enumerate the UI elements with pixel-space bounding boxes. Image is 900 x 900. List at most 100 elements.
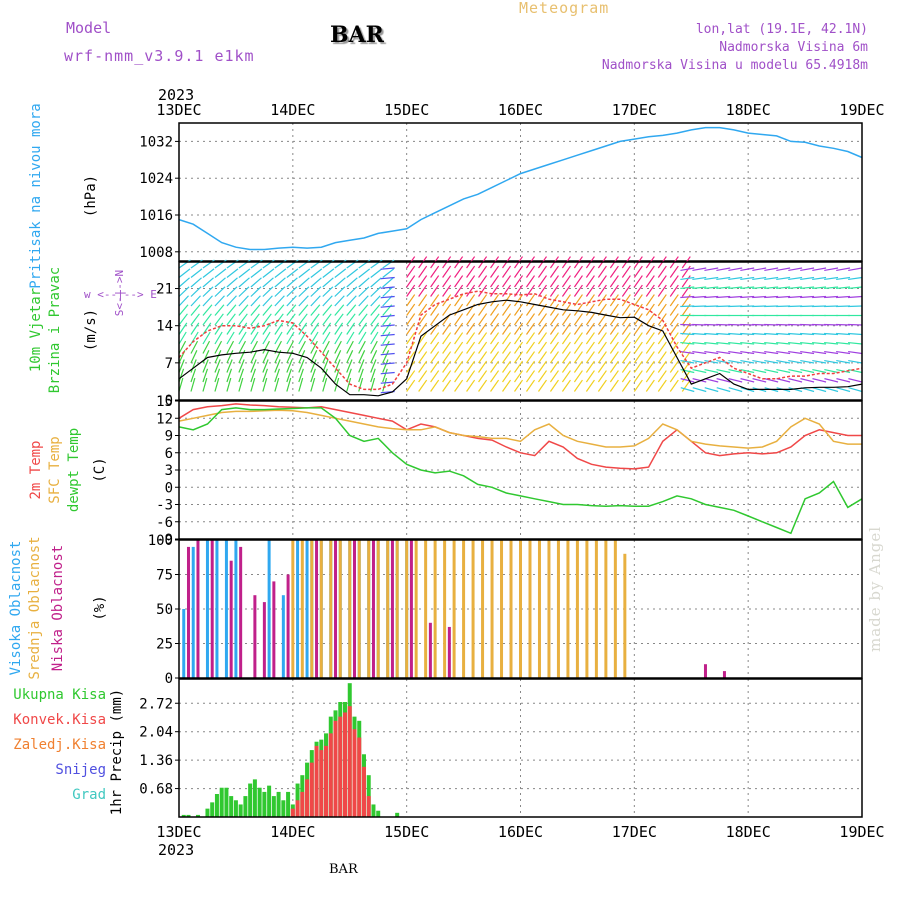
wind-vector xyxy=(573,322,583,335)
bar-precip_total xyxy=(262,791,267,817)
ytick-label: -6 xyxy=(156,515,173,531)
time-label-top: 14DEC xyxy=(270,101,315,119)
bar-cloud_low xyxy=(703,664,707,678)
wind-vector xyxy=(490,294,500,307)
wind-vector xyxy=(573,360,583,373)
bar-cloud_low xyxy=(286,574,290,678)
ytick-label: 14 xyxy=(156,319,173,335)
wind-vector xyxy=(286,377,292,392)
wind-vector xyxy=(573,265,583,278)
wind-vector xyxy=(609,265,619,278)
wind-vector xyxy=(478,284,488,297)
wind-vector xyxy=(262,286,274,297)
wind-vector xyxy=(537,360,547,373)
wind-vector xyxy=(406,265,416,278)
wind-vector xyxy=(430,360,440,373)
wind-vector xyxy=(573,379,583,392)
wind-vector xyxy=(466,284,476,297)
wind-vector xyxy=(657,370,667,383)
precip-legend-4: Grad xyxy=(72,787,106,803)
wind-vector xyxy=(178,268,191,278)
wind-vector xyxy=(776,359,791,364)
wind-vector xyxy=(190,277,202,288)
wind-vector xyxy=(214,277,226,288)
wind-vector xyxy=(549,313,559,326)
wind-vector xyxy=(286,368,292,383)
wind-vector xyxy=(262,304,273,316)
wind-vector xyxy=(800,332,815,336)
wind-vector xyxy=(812,276,827,281)
wind-vector xyxy=(597,341,607,354)
bar-precip_conv xyxy=(357,737,362,817)
wind-vector xyxy=(848,359,863,364)
bar-cloud_mid xyxy=(547,540,551,678)
wind-vector xyxy=(298,340,306,354)
bar-cloud_mid xyxy=(537,540,541,678)
wind-vector xyxy=(597,294,607,307)
time-label-top: 13DEC xyxy=(156,101,201,119)
wind-vector xyxy=(430,275,440,288)
wind-vector xyxy=(430,294,440,307)
wind-vector xyxy=(478,275,488,288)
wind-vector xyxy=(728,286,743,290)
bar-cloud_mid xyxy=(319,540,323,678)
wind-vector xyxy=(752,369,767,374)
wind-vector xyxy=(824,387,839,393)
wind-vector xyxy=(549,284,559,297)
wind-vector xyxy=(848,286,863,290)
bar-cloud_mid xyxy=(566,540,570,678)
wind-vector xyxy=(478,360,488,373)
wind-vector xyxy=(298,377,304,392)
wind-vector xyxy=(442,265,452,278)
wind-vector xyxy=(621,379,631,392)
wind-vector xyxy=(334,322,344,335)
bar-precip_conv xyxy=(309,762,314,817)
wind-vector xyxy=(382,277,394,288)
wind-vector xyxy=(238,368,245,383)
wind-vector xyxy=(561,360,571,373)
model-label: Model xyxy=(66,19,112,37)
wind-vector xyxy=(633,284,643,297)
wind-vector xyxy=(609,313,619,326)
wind-vector xyxy=(824,267,839,272)
wind-vector xyxy=(525,265,536,278)
wind-vector xyxy=(824,378,839,383)
wind-vector xyxy=(776,267,791,272)
wind-vector xyxy=(238,340,247,354)
wind-vector xyxy=(609,322,619,335)
wind-vector xyxy=(490,322,500,335)
wind-vector xyxy=(502,322,512,335)
wind-vector xyxy=(716,387,731,393)
wind-vector xyxy=(370,340,378,354)
wind-vector xyxy=(406,370,416,383)
wind-vector xyxy=(214,295,225,307)
wind-vector xyxy=(226,295,237,307)
time-label-bottom: 13DEC xyxy=(156,823,201,841)
wind-vector xyxy=(250,313,260,326)
wind-vector xyxy=(728,332,743,336)
wind-vector xyxy=(346,350,354,364)
wind-vector xyxy=(442,322,452,335)
wind-vector xyxy=(537,341,547,354)
bar-cloud_mid xyxy=(348,540,352,678)
wind-vector xyxy=(836,387,851,393)
wind-vector xyxy=(621,284,631,297)
wind-vector xyxy=(800,359,815,364)
wind-vector xyxy=(788,387,803,393)
wind-vector xyxy=(380,267,395,270)
wind-vector xyxy=(214,359,221,373)
wind-vector xyxy=(370,368,376,383)
wind-vector xyxy=(502,332,512,345)
panel-frame-pressure xyxy=(178,122,863,262)
wind-vector xyxy=(549,303,559,316)
wind-vector xyxy=(681,284,691,297)
wind-vector xyxy=(704,332,719,336)
wind-vector xyxy=(824,295,839,299)
wind-vector xyxy=(490,341,500,354)
wind-vector xyxy=(310,368,316,383)
wind-vector xyxy=(621,351,631,364)
wind-vector xyxy=(322,340,330,354)
wind-vector xyxy=(824,332,839,336)
wind-vector xyxy=(680,332,695,336)
